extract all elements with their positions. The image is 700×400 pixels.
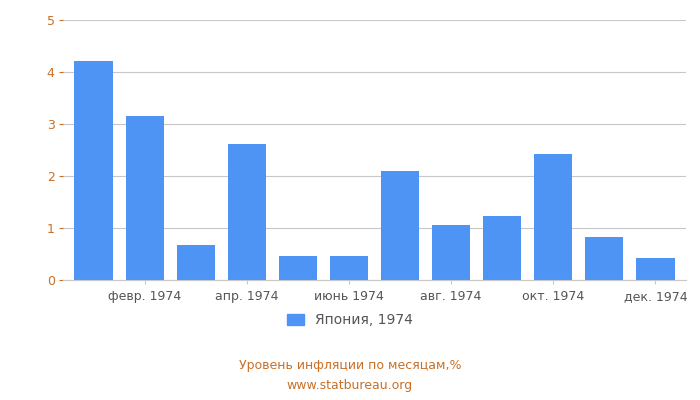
Text: Уровень инфляции по месяцам,%: Уровень инфляции по месяцам,%: [239, 360, 461, 372]
Bar: [74, 60, 113, 280]
Bar: [228, 144, 266, 280]
Text: www.statbureau.org: www.statbureau.org: [287, 380, 413, 392]
Bar: [176, 245, 215, 280]
Bar: [125, 116, 164, 280]
Bar: [381, 171, 419, 280]
Bar: [636, 258, 675, 280]
Bar: [483, 216, 522, 280]
Bar: [330, 256, 368, 280]
Bar: [279, 256, 317, 280]
Bar: [432, 226, 470, 280]
Legend: Япония, 1974: Япония, 1974: [287, 313, 413, 327]
Bar: [585, 237, 624, 280]
Bar: [534, 154, 573, 280]
